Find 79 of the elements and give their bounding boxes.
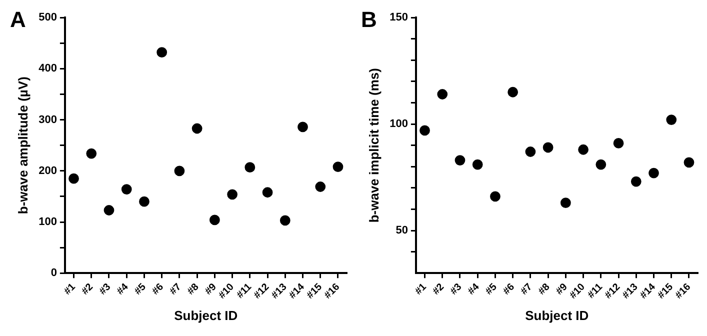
point (684, 157, 694, 168)
x-tick-label: #12 (252, 281, 272, 302)
x-tick-label: #7 (518, 281, 535, 298)
point (420, 125, 430, 136)
point (192, 123, 202, 134)
point (68, 173, 79, 184)
y-tick-label: 150 (390, 12, 408, 24)
point (156, 47, 168, 58)
x-tick-label: #9 (203, 281, 220, 298)
point (613, 138, 624, 148)
chart-title: A (10, 7, 26, 32)
x-tick-label: #15 (304, 281, 325, 302)
x-tick-label: #2 (80, 281, 96, 298)
point (332, 162, 344, 172)
point (508, 86, 518, 98)
x-tick-label: #7 (168, 281, 184, 298)
point (280, 215, 290, 226)
y-tick-label: 500 (38, 12, 57, 24)
x-axis-title: Subject ID (525, 308, 589, 323)
point (560, 198, 571, 208)
x-tick-label: #15 (656, 281, 676, 302)
x-tick-label: #5 (484, 281, 500, 298)
point (174, 166, 185, 176)
point (472, 159, 483, 170)
x-tick-label: #3 (448, 281, 464, 298)
x-tick-label: #6 (150, 281, 166, 298)
x-tick-label: #1 (413, 281, 430, 298)
x-tick-label: #4 (466, 281, 482, 298)
y-tick-label: 300 (38, 114, 57, 126)
x-tick-label: #10 (216, 281, 237, 302)
point (525, 146, 536, 157)
x-tick-label: #3 (97, 281, 114, 298)
x-tick-label: #8 (185, 281, 202, 298)
x-tick-label: #1 (62, 281, 78, 298)
point (454, 155, 466, 166)
x-tick-label: #11 (234, 281, 254, 301)
point (630, 176, 642, 187)
x-tick-label: #14 (287, 281, 308, 302)
x-axis-title: Subject ID (174, 308, 238, 323)
y-axis-title: b-wave amplitude (µV) (15, 76, 30, 214)
point (86, 148, 97, 159)
y-tick-label: 100 (38, 216, 57, 228)
point (437, 89, 448, 100)
chart-title: B (361, 7, 377, 32)
point (121, 184, 132, 195)
x-tick-label: #13 (270, 281, 290, 302)
x-tick-label: #8 (536, 281, 552, 298)
point (209, 214, 220, 226)
x-tick-label: #14 (638, 281, 658, 302)
point (542, 142, 554, 153)
point (578, 144, 588, 155)
x-tick-label: #5 (132, 281, 149, 298)
point (262, 187, 273, 198)
y-tick-label: 100 (390, 118, 408, 130)
x-tick-label: #2 (430, 281, 447, 298)
y-tick-label: 0 (50, 267, 57, 280)
x-tick-label: #4 (115, 281, 131, 298)
point (139, 196, 150, 207)
point (596, 159, 606, 170)
x-tick-label: #6 (501, 281, 518, 298)
x-tick-label: #9 (554, 281, 570, 298)
y-tick-label: 400 (38, 62, 57, 75)
y-tick-label: 50 (396, 224, 408, 237)
point (648, 168, 659, 178)
point (315, 182, 326, 192)
point (666, 114, 677, 126)
point (490, 191, 500, 202)
x-tick-label: #16 (322, 281, 342, 302)
y-tick-label: 200 (38, 164, 57, 177)
x-tick-label: #11 (586, 281, 606, 301)
point (298, 122, 308, 132)
x-tick-label: #10 (568, 281, 588, 302)
x-tick-label: #16 (673, 281, 694, 302)
point (227, 189, 238, 200)
x-tick-label: #13 (620, 281, 641, 302)
y-axis-title: b-wave implicit time (ms) (366, 68, 382, 223)
point (104, 205, 114, 216)
point (244, 162, 256, 173)
x-tick-label: #12 (603, 281, 623, 302)
